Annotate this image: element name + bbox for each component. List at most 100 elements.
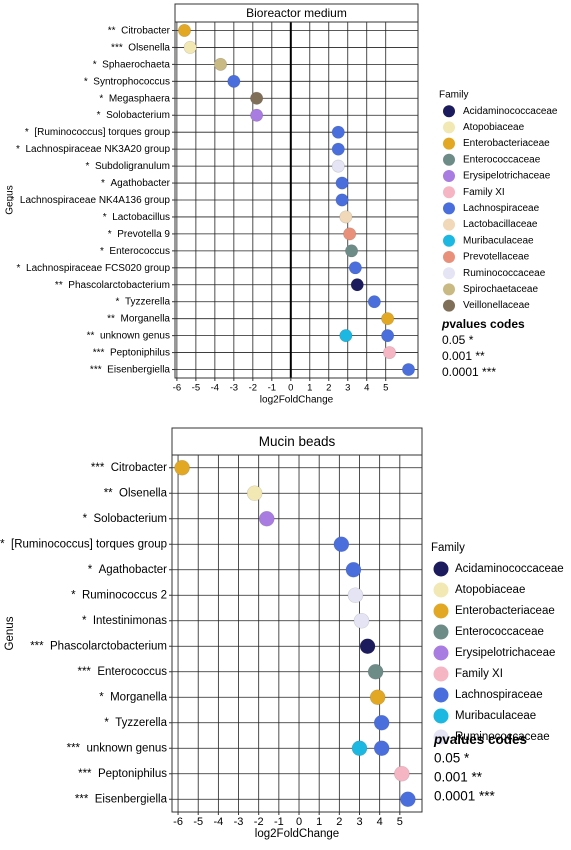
significance-stars: * — [88, 564, 93, 576]
genus-name: Tyzzerella — [125, 296, 170, 307]
genus-name: Enterococcus — [97, 666, 167, 678]
x-tick-label: -6 — [173, 383, 181, 394]
point — [383, 346, 397, 360]
legend-label: Ruminococcaceae — [463, 268, 546, 279]
legend-label: Prevotellaceae — [463, 252, 530, 263]
point — [367, 295, 381, 309]
y-tick-label: *** Eisenbergiella — [90, 364, 171, 375]
legend-swatch — [443, 218, 455, 231]
y-tick-label: * Lachnospiraceae NK4A136 group — [10, 195, 170, 206]
point — [339, 210, 353, 224]
point — [373, 714, 390, 731]
point — [381, 329, 395, 343]
plot-frame — [171, 454, 423, 813]
point — [351, 740, 368, 757]
genus-name: Tyzzerella — [115, 717, 167, 729]
x-tick-label: -5 — [192, 383, 200, 394]
genus-name: Morganella — [121, 313, 171, 324]
point — [400, 791, 416, 808]
y-tick-label: * Lachnospiraceae FCS020 group — [17, 262, 171, 273]
legend-swatch — [433, 666, 449, 682]
legend-label: Enterobacteriaceae — [463, 138, 550, 149]
title-strip — [171, 427, 423, 456]
x-tick-label: -4 — [211, 383, 219, 394]
x-tick-label: -6 — [173, 816, 183, 828]
legend-label: Muribaculaceae — [455, 710, 536, 722]
significance-stars: *** — [90, 364, 102, 375]
genus-name: Olsenella — [128, 42, 170, 53]
x-tick-label: -1 — [274, 816, 284, 828]
point — [347, 587, 364, 604]
point — [359, 638, 376, 655]
panel-title: Mucin beads — [259, 434, 336, 449]
significance-stars: *** — [67, 742, 81, 754]
x-tick-label: 5 — [383, 383, 388, 394]
x-axis-label: log2FoldChange — [255, 828, 339, 840]
legend-label: Lactobacillaceae — [463, 219, 538, 230]
y-axis-label: Genus — [5, 185, 16, 214]
genus-name: Solobacterium — [106, 110, 170, 121]
genus-name: Peptoniphilus — [98, 768, 167, 780]
y-tick-label: * Sphaerochaeta — [93, 59, 171, 70]
x-tick-label: -5 — [193, 816, 203, 828]
genus-name: Citrobacter — [121, 25, 171, 36]
significance-stars: ** — [104, 487, 113, 499]
legend-label: Atopobiaceae — [455, 584, 525, 596]
significance-stars: * — [103, 212, 107, 223]
pvalue-title-text: values codes — [449, 317, 525, 331]
genus-name: Intestinimonas — [93, 615, 167, 627]
genus-name: Olsenella — [119, 487, 168, 499]
significance-stars: * — [99, 93, 103, 104]
y-tick-label: * Megasphaera — [99, 93, 170, 104]
x-tick-label: -2 — [254, 816, 264, 828]
point — [258, 510, 275, 527]
genus-name: Prevotella 9 — [117, 229, 170, 240]
x-tick-label: 2 — [326, 383, 331, 394]
y-tick-label: * [Ruminococcus] torques group — [0, 538, 167, 550]
genus-name: Ruminococcus 2 — [82, 589, 167, 601]
legend-swatch — [443, 299, 455, 312]
significance-stars: * — [17, 262, 21, 273]
legend-label: Spirochaetaceae — [463, 284, 538, 295]
x-tick-label: -3 — [230, 383, 238, 394]
point — [177, 23, 191, 37]
significance-stars: * — [99, 691, 104, 703]
genus-name: Phascolarctobacterium — [68, 279, 170, 290]
significance-stars: *** — [30, 640, 44, 652]
y-tick-label: ** Morganella — [107, 313, 170, 324]
point — [369, 689, 386, 706]
point — [227, 74, 241, 88]
x-tick-label: -1 — [268, 383, 276, 394]
genus-name: unknown genus — [86, 742, 167, 754]
point — [394, 765, 410, 782]
y-tick-label: ** Olsenella — [104, 487, 168, 499]
y-axis-label: Genus — [4, 616, 16, 650]
genus-name: Lachnospiraceae NK3A20 group — [25, 144, 170, 155]
legend-label: Ruminococcaceae — [455, 731, 550, 743]
y-tick-label: * Syntrophococcus — [84, 76, 170, 87]
x-tick-label: -2 — [249, 383, 257, 394]
legend-swatch — [443, 137, 455, 150]
point — [345, 244, 359, 258]
point — [331, 159, 345, 173]
significance-stars: ** — [107, 313, 115, 324]
legend-label: Family XI — [455, 668, 503, 680]
genus-name: Eisenbergiella — [107, 364, 170, 375]
point — [331, 142, 345, 156]
significance-stars: *** — [111, 42, 123, 53]
significance-stars: * — [93, 59, 97, 70]
genus-name: Megasphaera — [109, 93, 171, 104]
x-tick-label: 3 — [356, 816, 362, 828]
significance-stars: * — [0, 538, 5, 550]
x-tick-label: 1 — [307, 383, 312, 394]
significance-stars: *** — [78, 768, 92, 780]
point — [339, 329, 353, 343]
legend-label: Muribaculaceae — [463, 235, 534, 246]
significance-stars: *** — [77, 666, 91, 678]
pvalue-code: 0.001 ** — [442, 349, 485, 363]
x-tick-label: -3 — [234, 816, 244, 828]
significance-stars: * — [97, 110, 101, 121]
legend-swatch — [433, 645, 449, 661]
legend-label: Family XI — [463, 187, 505, 198]
